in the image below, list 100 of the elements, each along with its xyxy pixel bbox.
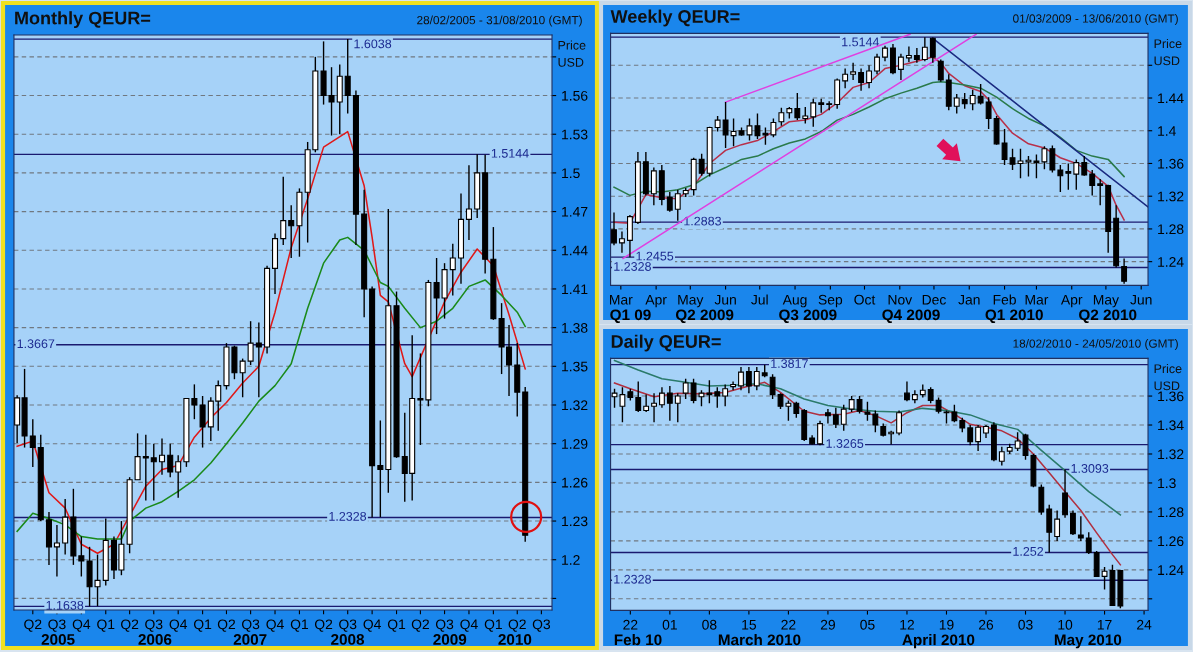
candlestick — [1041, 145, 1048, 170]
x-tick-label: Q1 — [387, 619, 406, 632]
candlestick — [969, 89, 976, 111]
y-tick-label: 1.4 — [1158, 126, 1176, 136]
text: April 2010 — [902, 634, 975, 649]
candlestick — [643, 393, 650, 413]
ref-line-label: 1.3667 — [17, 339, 55, 349]
text: Q4 2009 — [882, 309, 940, 324]
x-tick-label: 08 — [702, 619, 717, 630]
text: 2009 — [433, 634, 467, 645]
y-tick-label: 1.32 — [1158, 191, 1184, 202]
ref-line-label: 1.2328 — [329, 511, 367, 521]
x-tick-label: Q2 — [411, 619, 429, 632]
y-tick-label: 1.26 — [562, 477, 588, 488]
candlestick — [937, 58, 944, 83]
ref-line-label: 1.5144 — [842, 37, 880, 47]
candlestick — [29, 418, 36, 468]
text: 2005 — [41, 634, 75, 645]
x-tick-label: Q4 — [266, 619, 284, 632]
y-tick-label: 1.41 — [562, 284, 588, 294]
x-tick-label: Q4 — [72, 619, 91, 632]
candlestick — [1054, 509, 1061, 542]
x-tick-label: Jan — [958, 294, 980, 305]
y-tick-label: 1.32 — [1158, 449, 1184, 460]
x-tick-label: 17 — [1097, 619, 1112, 630]
candlestick — [659, 386, 665, 409]
x-tick-label: Q1 — [290, 619, 309, 632]
x-tick-label: Jun — [714, 294, 736, 305]
candlestick — [158, 437, 166, 476]
x-tick-label: Nov — [888, 294, 913, 305]
candlestick — [288, 204, 295, 259]
candlestick — [904, 380, 910, 402]
x-tick-label: May — [678, 294, 704, 308]
y-tick-label: 1.56 — [562, 90, 588, 101]
x-tick-label: 10 — [1058, 619, 1073, 630]
candlestick — [167, 442, 174, 478]
x-tick-label: 22 — [623, 619, 638, 630]
candlestick — [1121, 257, 1128, 285]
x-tick-label: Q2 — [508, 619, 526, 632]
text: March 2010 — [718, 634, 801, 646]
text: Q2 2009 — [675, 309, 734, 324]
candlestick — [280, 176, 287, 246]
y-tick-label: 1.44 — [562, 245, 588, 256]
candlestick — [770, 117, 777, 138]
ref-line-label: 1.5144 — [491, 148, 529, 158]
candlestick — [635, 380, 642, 413]
candlestick — [619, 230, 625, 254]
candlestick — [913, 47, 920, 64]
y-axis-title: Price USD — [1154, 363, 1182, 391]
text: Q1 2010 — [985, 309, 1043, 324]
x-tick-label: Q2 — [24, 619, 42, 632]
candlestick — [905, 45, 912, 63]
candlestick — [626, 214, 633, 258]
ref-line-label: 1.252 — [1013, 546, 1044, 556]
candlestick — [255, 321, 262, 398]
x-tick-label: 22 — [781, 619, 796, 630]
candlestick — [753, 366, 760, 391]
candlestick — [953, 93, 960, 115]
text: Q3 2009 — [779, 309, 837, 324]
x-tick-label: 01 — [662, 619, 677, 630]
y-tick-label: 1.28 — [1158, 224, 1184, 235]
chart-subtitle: 01/03/2009 - 13/06/2010 (GMT) — [1013, 14, 1178, 26]
candlestick — [698, 152, 705, 177]
candlestick — [611, 211, 617, 246]
candlestick — [929, 36, 936, 64]
candlestick — [738, 366, 744, 391]
candlestick — [714, 386, 721, 409]
candlestick — [1057, 164, 1064, 193]
candlestick — [449, 243, 456, 297]
chart-title: Weekly QEUR= — [610, 9, 740, 27]
chart-title: Daily QEUR= — [611, 334, 721, 352]
ref-line-label: 1.3817 — [771, 359, 808, 368]
candlestick — [842, 67, 849, 89]
y-tick-label: 1.24 — [1158, 565, 1184, 575]
candlestick — [150, 442, 157, 502]
candlestick — [874, 53, 880, 75]
candlestick — [858, 67, 865, 92]
x-tick-label: Q2 — [121, 619, 139, 632]
y-tick-label: 1.53 — [562, 129, 588, 140]
text: Q2 2010 — [1079, 309, 1137, 324]
candlestick — [850, 62, 857, 81]
candlestick — [674, 188, 681, 222]
x-tick-label: Q3 — [48, 619, 66, 632]
candlestick — [896, 409, 902, 436]
candlestick — [1073, 158, 1080, 191]
candlestick — [1097, 178, 1104, 206]
candlestick — [344, 38, 351, 115]
y-tick-label: 1.35 — [562, 361, 588, 372]
y-tick-label: 1.36 — [1158, 158, 1184, 169]
candlestick — [866, 64, 872, 89]
x-tick-label: Apr — [645, 294, 667, 308]
candlestick — [674, 392, 681, 423]
x-tick-label: 26 — [978, 619, 994, 630]
candlestick — [142, 433, 149, 502]
x-tick-label: 19 — [939, 619, 954, 630]
candlestick — [722, 383, 729, 407]
y-tick-label: 1.5 — [562, 168, 580, 179]
x-tick-label: Jun — [1130, 294, 1152, 305]
candlestick — [825, 408, 831, 425]
candlestick — [985, 96, 992, 130]
